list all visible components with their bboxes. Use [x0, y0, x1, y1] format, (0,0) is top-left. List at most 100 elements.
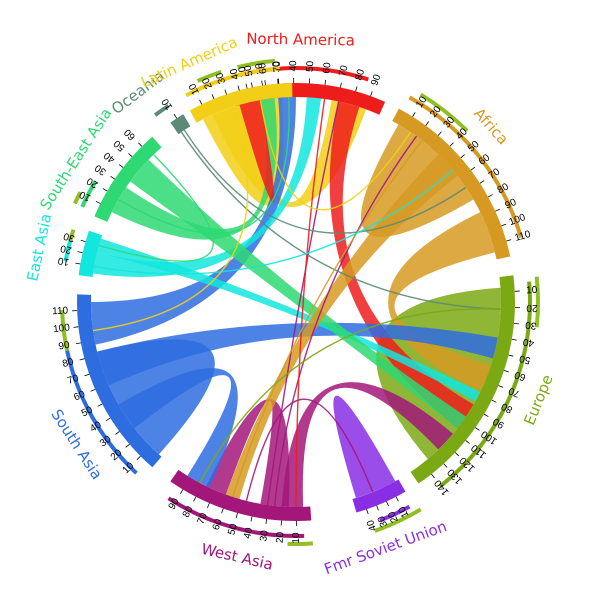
tick-fsu-30: [376, 505, 379, 511]
arc-west_asia[interactable]: [170, 469, 312, 522]
tick-se_asia-10: [95, 200, 101, 204]
flow-latin_america-to-africa-minor[interactable]: [259, 99, 412, 211]
flow-latin_america-to-north_america[interactable]: [212, 100, 367, 208]
tick-latin_america-50: [250, 82, 253, 88]
label-east_asia: East Asia: [23, 212, 55, 283]
tick-label-north_america-30: 30: [271, 60, 283, 72]
flow-south_asia-to-west_asia[interactable]: [118, 368, 238, 488]
tick-label-europe-90: 90: [491, 415, 507, 430]
outer-bar-europe-0: [438, 281, 532, 488]
tick-north_america-10: [245, 83, 248, 89]
flow-africa-to-west_asia[interactable]: [225, 154, 458, 500]
flow-south_asia-to-north_america[interactable]: [91, 97, 296, 345]
flow-oceania-to-africa-minor[interactable]: [183, 129, 467, 234]
tick-south_asia-80: [79, 358, 85, 361]
tick-africa-80: [487, 194, 493, 198]
tick-south_asia-40: [105, 417, 111, 422]
tick-africa-110: [506, 239, 512, 242]
tick-south_asia-70: [84, 373, 90, 377]
arc-latin_america[interactable]: [189, 83, 293, 123]
tick-label-africa-90: 90: [503, 197, 518, 212]
tick-label-west_asia-90: 90: [167, 496, 182, 512]
tick-south_asia-100: [73, 326, 79, 328]
outer-bar-east_asia-0: [63, 240, 72, 262]
tick-label-europe-60: 60: [513, 368, 527, 382]
arc-fsu[interactable]: [352, 479, 406, 513]
arc-europe[interactable]: [410, 275, 515, 484]
tick-europe-60: [503, 370, 509, 373]
tick-west_asia-40: [250, 516, 253, 522]
tick-label-se_asia-50: 50: [111, 137, 127, 153]
arc-south_asia[interactable]: [76, 294, 162, 468]
flow-europe-to-west_asia-minor[interactable]: [199, 308, 501, 484]
flow-oceania-to-europe-minor[interactable]: [180, 131, 501, 310]
flow-latin_america-to-south_asia-minor[interactable]: [92, 106, 249, 332]
tick-europe-110: [465, 440, 470, 444]
tick-oceania-10: [173, 113, 178, 119]
tick-label-south_asia-60: 60: [72, 389, 87, 404]
flow-north_america-to-latin_america[interactable]: [239, 100, 275, 203]
tick-africa-40: [449, 142, 454, 147]
tick-label-north_america-90: 90: [369, 73, 383, 88]
flow-se_asia-to-europe[interactable]: [130, 159, 466, 429]
flow-west_asia-to-north_america-minor[interactable]: [266, 101, 340, 506]
flow-africa-to-europe[interactable]: [388, 212, 495, 392]
tick-label-europe-10: 10: [526, 285, 538, 297]
tick-africa-50: [460, 154, 465, 159]
tick-label-east_asia-30: 30: [62, 230, 76, 244]
tick-label-north_america-50: 50: [305, 60, 317, 72]
flow-west_asia-to-europe[interactable]: [281, 382, 454, 507]
tick-label-west_asia-30: 30: [258, 529, 270, 542]
tick-label-latin_america-70: 70: [272, 60, 284, 72]
tick-label-latin_america-30: 30: [214, 71, 228, 85]
flow-west_asia-to-africa-minor[interactable]: [273, 135, 418, 506]
flow-fsu-to-fsu[interactable]: [333, 395, 396, 499]
tick-south_asia-90: [75, 342, 81, 345]
label-south_asia: South Asia: [47, 406, 106, 483]
outer-bar-se_asia-1: [73, 191, 83, 205]
arc-africa[interactable]: [392, 108, 511, 260]
tick-africa-60: [470, 166, 476, 171]
tick-se_asia-20: [102, 188, 108, 192]
tick-south_asia-20: [125, 443, 130, 448]
tick-label-south_asia-100: 100: [53, 322, 71, 335]
tick-europe-90: [483, 413, 489, 418]
flow-east_asia-to-europe[interactable]: [97, 238, 481, 402]
arc-se_asia[interactable]: [94, 136, 162, 222]
flow-west_asia-to-west_asia[interactable]: [206, 399, 290, 507]
tick-label-north_america-40: 40: [288, 60, 299, 72]
tick-fsu-40: [366, 509, 369, 515]
flow-east_asia-to-africa-minor[interactable]: [93, 169, 454, 275]
tick-north_america-70: [340, 82, 342, 88]
flow-se_asia-to-east_asia-minor[interactable]: [98, 154, 214, 262]
label-north_america: North America: [246, 30, 355, 50]
tick-label-west_asia-60: 60: [211, 517, 225, 532]
tick-africa-30: [437, 131, 442, 136]
tick-south_asia-30: [115, 431, 120, 435]
tick-label-se_asia-20: 20: [85, 175, 101, 190]
outer-bar-latin_america-1: [196, 69, 222, 83]
flow-north_america-to-west_asia-minor[interactable]: [295, 98, 326, 508]
tick-label-west_asia-10: 10: [291, 532, 302, 544]
tick-label-fsu-40: 40: [365, 518, 379, 532]
arc-oceania[interactable]: [170, 114, 191, 135]
flow-se_asia-to-north_america-minor[interactable]: [118, 97, 290, 235]
tick-label-latin_america-20: 20: [200, 76, 215, 91]
tick-latin_america-60: [264, 80, 266, 86]
flow-east_asia-to-north_america[interactable]: [92, 97, 321, 277]
flow-south_asia-to-europe[interactable]: [97, 322, 498, 386]
tick-label-north_america-60: 60: [321, 61, 333, 74]
tick-east_asia-10: [75, 262, 81, 265]
tick-latin_america-30: [224, 89, 227, 95]
flow-west_asia-to-fsu-minor[interactable]: [245, 398, 374, 502]
tick-label-europe-40: 40: [522, 336, 535, 349]
tick-label-west_asia-70: 70: [196, 511, 211, 526]
tick-europe-70: [498, 385, 504, 388]
tick-label-europe-50: 50: [518, 352, 532, 365]
arc-east_asia[interactable]: [78, 230, 103, 278]
flow-africa-to-west_asia-minor[interactable]: [231, 140, 423, 498]
tick-label-fsu-30: 30: [376, 514, 390, 529]
tick-label-south_asia-90: 90: [58, 340, 71, 353]
tick-label-west_asia-20: 20: [275, 531, 287, 543]
tick-label-south_asia-80: 80: [61, 356, 75, 370]
